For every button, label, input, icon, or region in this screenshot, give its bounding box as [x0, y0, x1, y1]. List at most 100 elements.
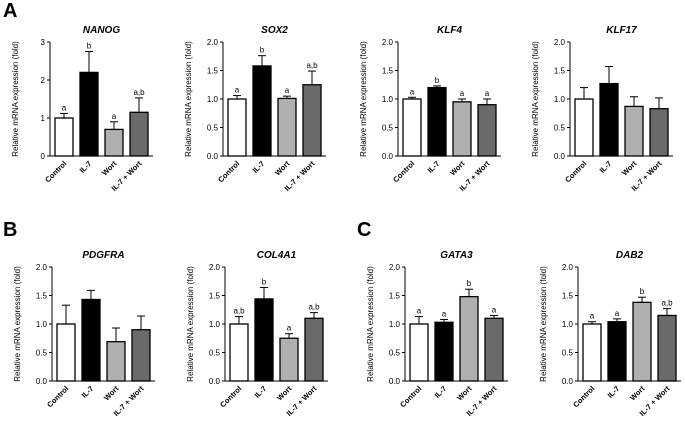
- category-label: IL-7: [598, 159, 614, 175]
- significance-label: a,b: [308, 303, 320, 312]
- category-label: Wort: [273, 159, 292, 178]
- significance-label: b: [467, 279, 472, 288]
- chart-dab2: DAB2 Relative mRNA expression (fold) 0.0 0.…: [539, 250, 681, 418]
- category-label: IL-7: [606, 384, 622, 400]
- significance-label: a: [492, 305, 497, 314]
- y-tick-label: 2.0: [36, 263, 48, 272]
- bar: [484, 317, 504, 382]
- category-label: Wort: [455, 384, 474, 403]
- bar: [607, 321, 627, 382]
- y-tick-label: 0: [41, 152, 46, 161]
- y-tick-label: 1: [41, 114, 46, 123]
- y-tick-label: 0.0: [562, 377, 574, 386]
- chart-title: GATA3: [440, 250, 473, 261]
- bar: [409, 323, 429, 382]
- y-tick-label: 2: [41, 76, 46, 85]
- category-label: IL-7: [78, 159, 94, 175]
- chart-title: NANOG: [83, 25, 120, 36]
- significance-label: a,b: [306, 61, 318, 70]
- category-label: Control: [45, 384, 70, 409]
- category-label: Control: [216, 159, 241, 184]
- category-label: Control: [563, 159, 588, 184]
- bar: [624, 105, 644, 157]
- y-tick-label: 0.5: [207, 124, 219, 133]
- significance-label: b: [87, 42, 92, 51]
- category-label: IL-7: [80, 384, 96, 400]
- bar: [252, 65, 272, 157]
- bar: [452, 101, 472, 157]
- bar: [427, 86, 447, 157]
- significance-label: a: [285, 86, 290, 95]
- bar: [131, 329, 151, 382]
- category-label: Control: [218, 384, 243, 409]
- chart-title: DAB2: [616, 250, 644, 261]
- bar: [459, 295, 479, 382]
- y-tick-label: 2.0: [562, 263, 574, 272]
- chart-title: KLF4: [437, 25, 462, 36]
- y-tick-label: 0.5: [209, 349, 221, 358]
- chart-pdgfra: PDGFRA Relative mRNA expression (fold) 0.0…: [13, 250, 155, 418]
- chart-col4a1: COL4A1 Relative mRNA expression (fold) 0.0…: [186, 250, 328, 418]
- significance-label: a,b: [233, 307, 245, 316]
- bar: [104, 128, 124, 157]
- chart-nanog: NANOG Relative mRNA expression (fold) 0 1 2 3…: [11, 25, 153, 193]
- bar: [129, 111, 149, 157]
- chart-sox2: SOX2 Relative mRNA expression (fold) 0.0 0.…: [184, 25, 326, 193]
- significance-label: a: [590, 312, 595, 321]
- significance-label: a: [287, 324, 292, 333]
- y-tick-label: 0.5: [554, 124, 566, 133]
- bar: [632, 301, 652, 382]
- bar: [279, 337, 299, 382]
- category-label: IL-7: [253, 384, 269, 400]
- chart-gata3: GATA3 Relative mRNA expression (fold) 0.0 0…: [366, 250, 508, 418]
- significance-label: a: [417, 307, 422, 316]
- y-tick-label: 1.0: [389, 320, 401, 329]
- significance-label: a: [62, 103, 67, 112]
- category-label: Wort: [102, 384, 121, 403]
- significance-label: a,b: [661, 299, 673, 308]
- y-tick-label: 0.0: [207, 152, 219, 161]
- y-tick-label: 0.0: [389, 377, 401, 386]
- bar: [657, 314, 677, 382]
- y-tick-label: 0.0: [36, 377, 48, 386]
- y-tick-label: 0.0: [382, 152, 394, 161]
- y-tick-label: 1.0: [209, 320, 221, 329]
- bar: [277, 97, 297, 157]
- bar: [106, 341, 126, 382]
- category-label: Control: [391, 159, 416, 184]
- bar: [79, 71, 99, 157]
- bar: [434, 321, 454, 382]
- bar: [649, 108, 669, 157]
- y-tick-label: 1.0: [36, 320, 48, 329]
- y-tick-label: 1.5: [554, 67, 566, 76]
- chart-klf4: KLF4 Relative mRNA expression (fold) 0.0 0.…: [359, 25, 501, 193]
- y-axis-label: Relative mRNA expression (fold): [539, 266, 548, 382]
- chart-title: SOX2: [261, 25, 288, 36]
- y-axis-label: Relative mRNA expression (fold): [366, 266, 375, 382]
- bar: [254, 298, 274, 382]
- category-label: Wort: [628, 384, 647, 403]
- y-axis-label: Relative mRNA expression (fold): [11, 41, 20, 157]
- chart-title: KLF17: [606, 25, 637, 36]
- y-tick-label: 3: [41, 38, 46, 47]
- category-label: Wort: [620, 159, 639, 178]
- y-tick-label: 0.0: [554, 152, 566, 161]
- y-tick-label: 0.5: [562, 349, 574, 358]
- bar: [477, 104, 497, 157]
- y-tick-label: 0.5: [389, 349, 401, 358]
- significance-label: a: [460, 89, 465, 98]
- y-tick-label: 1.0: [562, 320, 574, 329]
- significance-label: b: [260, 46, 265, 55]
- y-tick-label: 2.0: [209, 263, 221, 272]
- y-tick-label: 1.0: [382, 95, 394, 104]
- y-tick-label: 1.5: [562, 292, 574, 301]
- significance-label: b: [262, 278, 267, 287]
- category-label: IL-7: [433, 384, 449, 400]
- y-tick-label: 2.0: [382, 38, 394, 47]
- y-tick-label: 1.5: [207, 67, 219, 76]
- bar: [402, 98, 422, 157]
- bar: [582, 323, 602, 382]
- y-tick-label: 1.0: [207, 95, 219, 104]
- panel-label-a: A: [3, 0, 17, 22]
- category-label: Control: [571, 384, 596, 409]
